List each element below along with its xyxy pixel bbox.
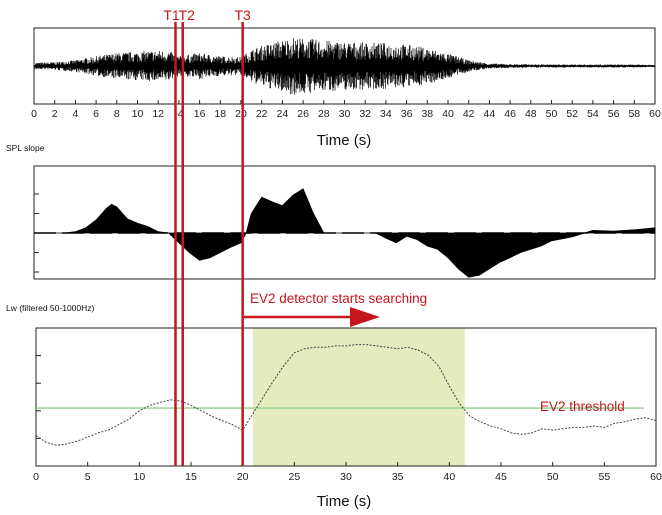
waveform-x-tick-label: 22 bbox=[256, 108, 268, 120]
lw-x-tick-label: 45 bbox=[495, 471, 507, 483]
lw-x-tick-label: 40 bbox=[443, 471, 455, 483]
ev2-search-annotation: EV2 detector starts searching bbox=[244, 291, 427, 327]
waveform-x-tick-label: 4 bbox=[72, 108, 78, 120]
waveform-signal bbox=[34, 38, 655, 95]
waveform-x-tick-label: 26 bbox=[297, 108, 309, 120]
spl-slope-label: SPL slope bbox=[6, 143, 45, 153]
lw-panel: Lw (filtered 50-1000Hz) EV2 threshold 0 5… bbox=[6, 303, 662, 510]
waveform-x-tick-label: 42 bbox=[463, 108, 475, 120]
waveform-x-tick-label: 28 bbox=[318, 108, 330, 120]
lw-y-ticks bbox=[36, 355, 41, 439]
ev2-threshold-label: EV2 threshold bbox=[540, 399, 625, 414]
lw-label: Lw (filtered 50-1000Hz) bbox=[6, 303, 95, 313]
lw-series-line bbox=[35, 344, 657, 446]
lw-x-axis-title: Time (s) bbox=[317, 493, 371, 510]
waveform-x-axis-title: Time (s) bbox=[317, 132, 371, 149]
waveform-x-tick-label: 8 bbox=[114, 108, 120, 120]
lw-x-tick-label: 35 bbox=[392, 471, 404, 483]
waveform-x-tick-label: 54 bbox=[587, 108, 599, 120]
waveform-x-tick-label: 24 bbox=[277, 108, 289, 120]
spl-slope-plot-frame bbox=[33, 165, 656, 280]
waveform-x-tick-label: 20 bbox=[235, 108, 247, 120]
waveform-x-tick-label: 2 bbox=[52, 108, 58, 120]
lw-x-tick-label: 0 bbox=[33, 471, 39, 483]
lw-x-tick-label: 15 bbox=[185, 471, 197, 483]
lw-x-tick-label: 55 bbox=[598, 471, 610, 483]
waveform-x-tick-label: 18 bbox=[214, 108, 226, 120]
lw-x-ticks: 0 5 10 15 20 25 30 35 40 45 50 55 60 bbox=[33, 462, 662, 483]
lw-x-tick-label: 30 bbox=[340, 471, 352, 483]
ev2-search-arrow-head bbox=[350, 307, 380, 327]
marker-label-t3: T3 bbox=[234, 7, 251, 23]
waveform-x-tick-label: 44 bbox=[484, 108, 496, 120]
spl-slope-series bbox=[34, 188, 656, 278]
lw-x-tick-label: 5 bbox=[85, 471, 91, 483]
waveform-x-tick-label: 16 bbox=[194, 108, 206, 120]
lw-x-tick-label: 10 bbox=[133, 471, 145, 483]
ev2-search-region bbox=[253, 328, 465, 466]
waveform-panel: 0 2 4 6 8 10 12 -4 16 18 20 22 24 26 28 30 32 34 36 38 40 42 4… bbox=[31, 27, 661, 149]
waveform-x-tick-label: 40 bbox=[442, 108, 454, 120]
waveform-x-tick-label: 0 bbox=[31, 108, 37, 120]
waveform-x-tick-label: 58 bbox=[628, 108, 640, 120]
spl-slope-panel: SPL slope bbox=[6, 143, 656, 280]
waveform-x-ticks: 0 2 4 6 8 10 12 -4 16 18 20 22 24 26 28 30 32 34 36 38 40 42 4… bbox=[31, 100, 661, 120]
waveform-x-tick-label: 6 bbox=[93, 108, 99, 120]
marker-label-t1: T1 bbox=[163, 7, 180, 23]
waveform-x-tick-label: 32 bbox=[359, 108, 371, 120]
waveform-x-tick-label: 52 bbox=[566, 108, 578, 120]
waveform-x-tick-label: 30 bbox=[339, 108, 351, 120]
lw-x-tick-label: 20 bbox=[237, 471, 249, 483]
lw-x-tick-label: 60 bbox=[650, 471, 662, 483]
waveform-x-tick-label: 12 bbox=[152, 108, 164, 120]
lw-x-tick-label: 25 bbox=[288, 471, 300, 483]
marker-label-t2: T2 bbox=[179, 7, 196, 23]
waveform-x-tick-label: 48 bbox=[525, 108, 537, 120]
waveform-x-tick-label: 34 bbox=[380, 108, 392, 120]
ev2-search-annotation-text: EV2 detector starts searching bbox=[250, 291, 427, 306]
waveform-x-tick-label: 10 bbox=[132, 108, 144, 120]
waveform-x-tick-label: 50 bbox=[546, 108, 558, 120]
waveform-x-tick-label: 38 bbox=[421, 108, 433, 120]
lw-x-tick-label: 50 bbox=[547, 471, 559, 483]
waveform-x-tick-label: 36 bbox=[401, 108, 413, 120]
waveform-x-tick-label: 60 bbox=[649, 108, 661, 120]
waveform-x-tick-label: -4 bbox=[174, 108, 183, 120]
waveform-x-tick-label: 46 bbox=[504, 108, 516, 120]
waveform-x-tick-label: 56 bbox=[608, 108, 620, 120]
